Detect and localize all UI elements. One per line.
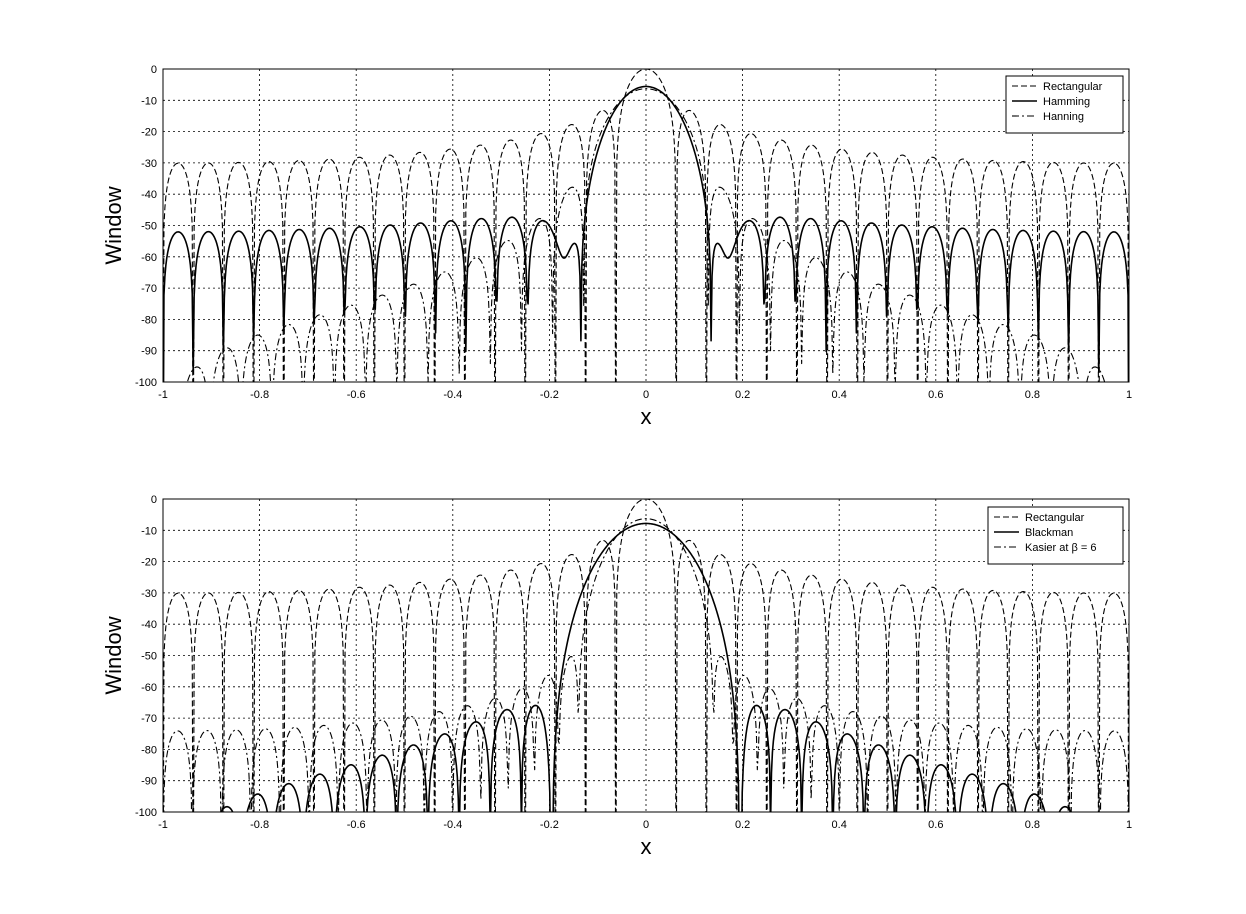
chart-top: -1 -0.8 -0.6 -0.4 -0.2 0 0.2 0.4 0.6 0.8 1 0 -10 -20 -… <box>101 64 1132 429</box>
x-tick-label: 1 <box>1126 819 1132 831</box>
x-tick-label: -0.4 <box>443 389 462 401</box>
series-line-kaiser <box>163 518 1129 812</box>
y-tick-label: -100 <box>135 377 157 389</box>
y-tick-label: -30 <box>141 588 157 600</box>
plot-area <box>163 69 1129 382</box>
x-tick-label: 0.8 <box>1025 389 1040 401</box>
y-tick-label: -50 <box>141 651 157 663</box>
series-line-hanning <box>186 88 1106 382</box>
x-tick-label: -0.6 <box>347 389 366 401</box>
y-tick-label: -40 <box>141 619 157 631</box>
x-tick-label: 0.8 <box>1025 819 1040 831</box>
chart-bottom: -1 -0.8 -0.6 -0.4 -0.2 0 0.2 0.4 0.6 0.8 1 0 -10 -20 -… <box>101 494 1132 859</box>
axes-frame <box>162 68 1130 383</box>
x-tick-label: -0.8 <box>250 389 269 401</box>
x-axis-label: x <box>641 834 652 859</box>
x-tick-label: -0.8 <box>250 819 269 831</box>
y-tick-label: -80 <box>141 744 157 756</box>
series-line-blackman <box>220 522 1072 812</box>
y-axis-label: Window <box>101 186 126 264</box>
series-line-hamming <box>163 85 1129 382</box>
x-tick-label: 1 <box>1126 389 1132 401</box>
y-tick-label: -30 <box>141 158 157 170</box>
x-tick-label: 0.4 <box>832 389 847 401</box>
legend: Rectangular Hamming Hanning <box>1005 75 1124 134</box>
y-tick-label: 0 <box>151 494 157 506</box>
x-tick-label: -1 <box>158 389 168 401</box>
x-tick-label: 0.6 <box>928 819 943 831</box>
legend-entry: Kasier at β = 6 <box>1025 542 1096 554</box>
y-tick-label: -70 <box>141 713 157 725</box>
y-tick-label: -100 <box>135 807 157 819</box>
series-line-rectangular <box>163 499 1129 812</box>
y-tick-label: -10 <box>141 95 157 107</box>
x-tick-label: 0.2 <box>735 389 750 401</box>
legend-entry: Hanning <box>1043 111 1084 123</box>
y-tick-label: -40 <box>141 189 157 201</box>
y-tick-label: -20 <box>141 557 157 569</box>
y-tick-label: -80 <box>141 314 157 326</box>
legend-box <box>987 506 1124 565</box>
y-tick-label: -20 <box>141 127 157 139</box>
y-tick-label: -10 <box>141 525 157 537</box>
x-tick-label: 0 <box>643 819 649 831</box>
y-axis-label: Window <box>101 616 126 694</box>
x-tick-label: 0.4 <box>832 819 847 831</box>
y-tick-label: -50 <box>141 221 157 233</box>
x-tick-label: -0.2 <box>540 389 559 401</box>
legend-entry: Blackman <box>1025 527 1073 539</box>
x-tick-label: 0.2 <box>735 819 750 831</box>
legend-entry: Hamming <box>1043 96 1090 108</box>
y-tick-label: -70 <box>141 283 157 295</box>
y-tick-label: 0 <box>151 64 157 76</box>
x-tick-label: 0.6 <box>928 389 943 401</box>
y-tick-label: -90 <box>141 346 157 358</box>
y-tick-label: -90 <box>141 776 157 788</box>
axes-frame <box>162 498 1130 813</box>
x-tick-label: -0.6 <box>347 819 366 831</box>
series-line-rectangular <box>163 69 1129 382</box>
legend-entry: Rectangular <box>1025 512 1085 524</box>
legend: Rectangular Blackman Kasier at β = 6 <box>987 506 1124 565</box>
y-tick-label: -60 <box>141 252 157 264</box>
x-tick-label: 0 <box>643 389 649 401</box>
legend-entry: Rectangular <box>1043 81 1103 93</box>
x-tick-label: -0.4 <box>443 819 462 831</box>
x-axis-label: x <box>641 404 652 429</box>
plot-area <box>163 499 1129 812</box>
y-tick-label: -60 <box>141 682 157 694</box>
x-tick-label: -1 <box>158 819 168 831</box>
x-tick-label: -0.2 <box>540 819 559 831</box>
